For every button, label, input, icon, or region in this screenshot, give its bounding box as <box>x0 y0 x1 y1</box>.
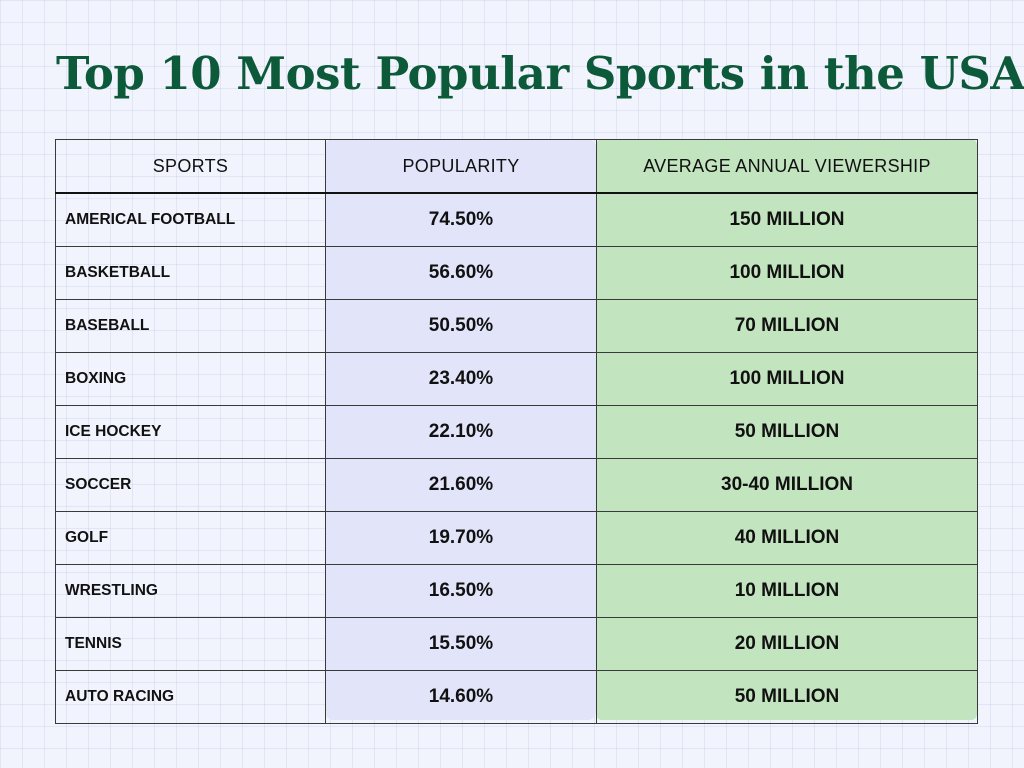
sport-cell: SOCCER <box>55 458 326 512</box>
table-row: WRESTLING 16.50% 10 MILLION <box>55 564 978 618</box>
sport-cell: BASEBALL <box>55 299 326 353</box>
popularity-cell: 23.40% <box>325 352 597 406</box>
viewership-cell: 150 MILLION <box>596 192 978 247</box>
sport-cell: WRESTLING <box>55 564 326 618</box>
sport-cell: ICE HOCKEY <box>55 405 326 459</box>
popularity-cell: 15.50% <box>325 617 597 671</box>
popularity-cell: 14.60% <box>325 670 597 724</box>
table-row: AMERICAL FOOTBALL 74.50% 150 MILLION <box>55 192 978 247</box>
popularity-cell: 22.10% <box>325 405 597 459</box>
table-row: BASEBALL 50.50% 70 MILLION <box>55 299 978 353</box>
sport-cell: GOLF <box>55 511 326 565</box>
column-header-popularity: POPULARITY <box>325 139 597 194</box>
viewership-cell: 10 MILLION <box>596 564 978 618</box>
page-title: Top 10 Most Popular Sports in the USA <box>56 47 1024 100</box>
table-row: ICE HOCKEY 22.10% 50 MILLION <box>55 405 978 459</box>
column-header-sports: SPORTS <box>55 139 326 194</box>
table-header-row: SPORTS POPULARITY AVERAGE ANNUAL VIEWERS… <box>55 139 978 194</box>
viewership-cell: 50 MILLION <box>596 670 978 724</box>
popularity-cell: 74.50% <box>325 192 597 247</box>
viewership-cell: 20 MILLION <box>596 617 978 671</box>
table-row: SOCCER 21.60% 30-40 MILLION <box>55 458 978 512</box>
popularity-cell: 16.50% <box>325 564 597 618</box>
viewership-cell: 100 MILLION <box>596 352 978 406</box>
table-row: TENNIS 15.50% 20 MILLION <box>55 617 978 671</box>
sport-cell: BOXING <box>55 352 326 406</box>
sport-cell: BASKETBALL <box>55 246 326 300</box>
viewership-cell: 50 MILLION <box>596 405 978 459</box>
table-body: AMERICAL FOOTBALL 74.50% 150 MILLION BASKET… <box>55 192 978 724</box>
viewership-cell: 70 MILLION <box>596 299 978 353</box>
sport-cell: TENNIS <box>55 617 326 671</box>
table-row: BOXING 23.40% 100 MILLION <box>55 352 978 406</box>
sports-table: SPORTS POPULARITY AVERAGE ANNUAL VIEWERS… <box>55 139 978 724</box>
popularity-cell: 21.60% <box>325 458 597 512</box>
column-header-viewership: AVERAGE ANNUAL VIEWERSHIP <box>596 139 978 194</box>
sport-cell: AUTO RACING <box>55 670 326 724</box>
table-row: AUTO RACING 14.60% 50 MILLION <box>55 670 978 724</box>
sport-cell: AMERICAL FOOTBALL <box>55 192 326 247</box>
viewership-cell: 30-40 MILLION <box>596 458 978 512</box>
popularity-cell: 56.60% <box>325 246 597 300</box>
viewership-cell: 40 MILLION <box>596 511 978 565</box>
viewership-cell: 100 MILLION <box>596 246 978 300</box>
popularity-cell: 50.50% <box>325 299 597 353</box>
table-row: GOLF 19.70% 40 MILLION <box>55 511 978 565</box>
table-row: BASKETBALL 56.60% 100 MILLION <box>55 246 978 300</box>
popularity-cell: 19.70% <box>325 511 597 565</box>
sports-table-container: SPORTS POPULARITY AVERAGE ANNUAL VIEWERS… <box>55 139 978 724</box>
